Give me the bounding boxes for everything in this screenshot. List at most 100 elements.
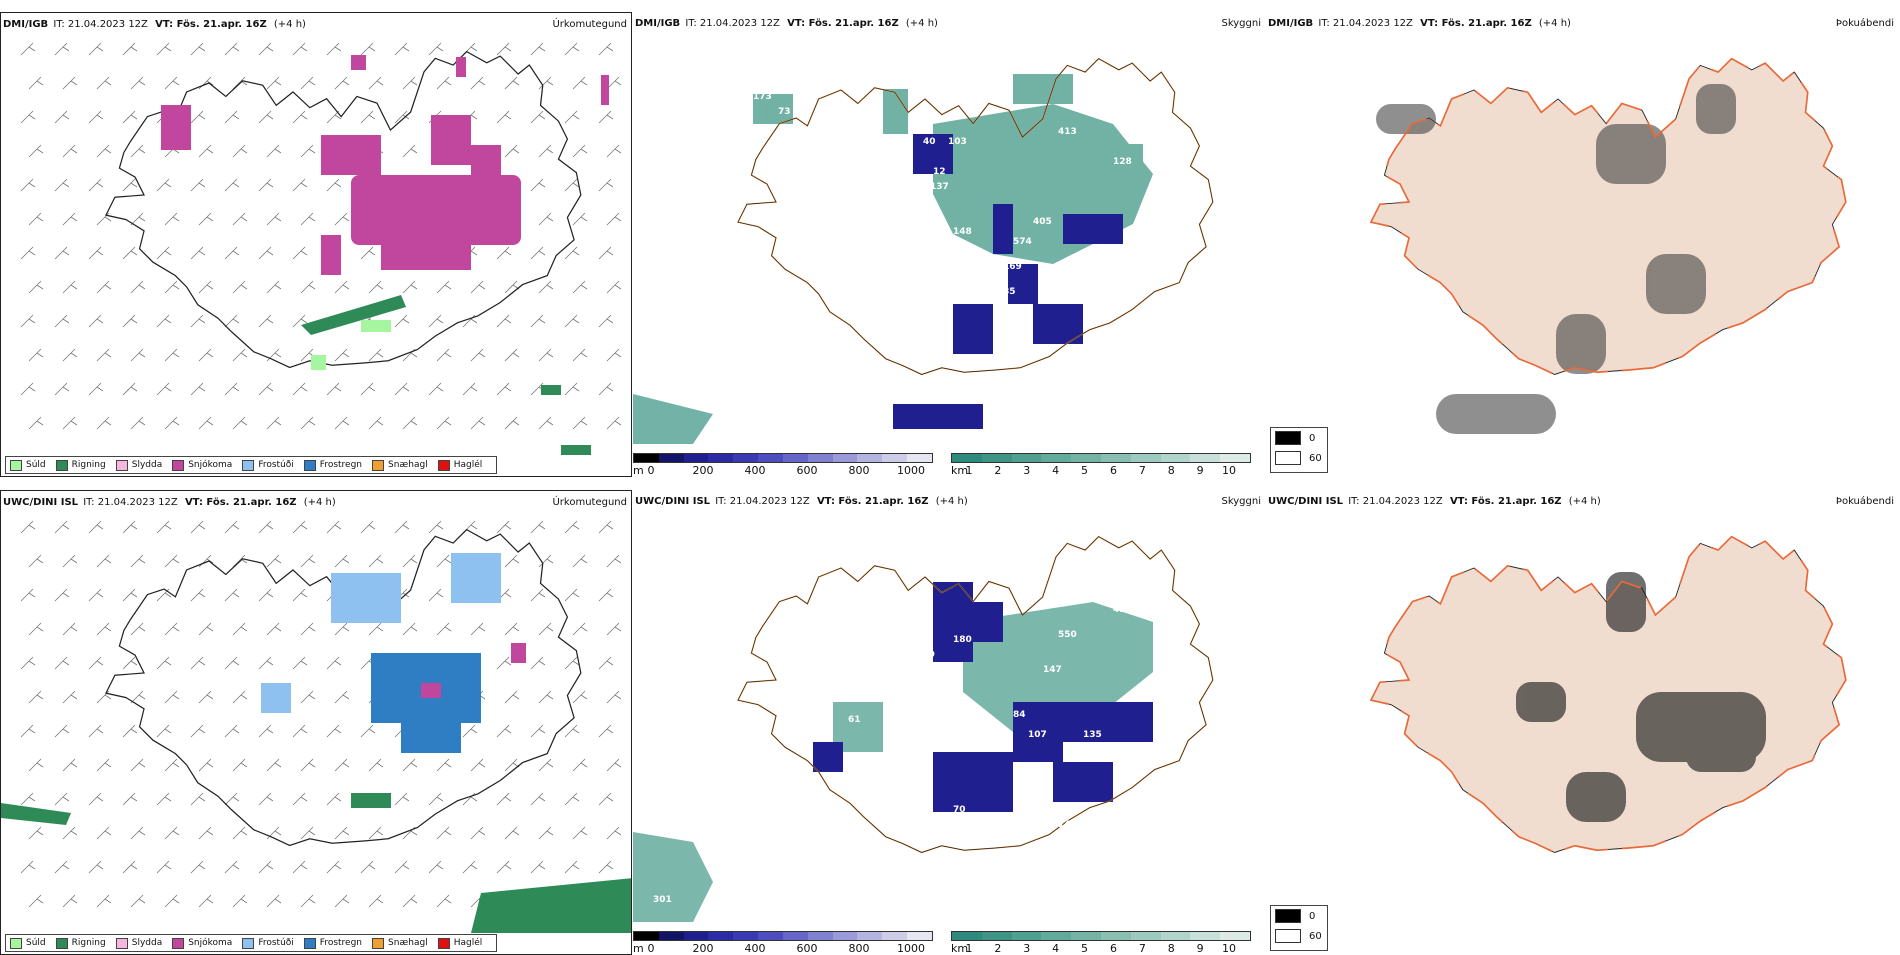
scale-color-step [1011,932,1042,940]
wind-barb [300,622,316,636]
legend-label: Rigning [71,460,106,470]
wind-barb [394,382,410,396]
visibility-scale-km: km 1 2 3 4 5 6 7 8 9 10 [951,453,1251,477]
legend-swatch [303,937,316,949]
visibility-cell-label: 152 [1063,267,1082,277]
wind-barb [232,758,248,772]
wind-barb [20,588,36,602]
wind-barb [470,76,486,90]
wind-barb [224,860,240,874]
scale-color-step [1160,454,1191,462]
init-time: IT: 21.04.2023 12Z [685,18,780,29]
wind-barb [224,656,240,670]
wind-barb [572,280,588,294]
wind-barb [28,280,44,294]
wind-barb [572,212,588,226]
legend-swatch [372,459,385,471]
wind-barb [326,724,342,738]
wind-barb [190,520,206,534]
wind-barb [436,554,452,568]
wind-barb [334,622,350,636]
wind-barb [190,110,206,124]
visibility-cell-label: 128 [1113,157,1132,167]
wind-barb [564,724,580,738]
wind-barb [360,520,376,534]
scale-tick-label: 200 [692,464,714,477]
wind-barb [368,76,384,90]
wind-barb [28,690,44,704]
wind-barb [564,520,580,534]
wind-barb [54,520,70,534]
wind-barb [156,792,172,806]
wind-barb [326,110,342,124]
wind-barb [96,758,112,772]
wind-barb [538,826,554,840]
scale-color-step [1071,454,1101,462]
wind-barb [232,894,248,908]
wind-barb [130,622,146,636]
wind-barb [564,382,580,396]
fog-legend-low: 0 [1309,432,1316,444]
legend-item: Slydda [115,459,162,471]
wind-barb [130,894,146,908]
lead-time: (+4 h) [935,496,968,507]
scale-color-step [882,454,908,462]
wind-barb [156,724,172,738]
wind-barb [62,622,78,636]
wind-barb [28,76,44,90]
wind-barb [504,280,520,294]
wind-barb [224,724,240,738]
wind-barb [360,110,376,124]
wind-barb [402,280,418,294]
legend-label: Súld [26,460,46,470]
scale-tick-label: 2 [994,464,1002,477]
wind-barb [130,416,146,430]
legend-label: Súld [26,938,46,948]
panel-title: Þokuábendi [1835,18,1894,29]
scale-tick-label: 800 [848,942,870,955]
visibility-cell-label: 84 [1013,710,1026,720]
scale-tick-label: 3 [1023,464,1031,477]
wind-barb [54,314,70,328]
wind-barb [606,416,622,430]
wind-barb [122,588,138,602]
scale-color-step [634,454,659,462]
lead-time: (+4 h) [1568,496,1601,507]
wind-barb [28,554,44,568]
wind-barb [428,520,444,534]
wind-barb [470,758,486,772]
wind-barb [266,416,282,430]
wind-barb [368,894,384,908]
scale-color-step [807,454,833,462]
wind-barb [198,894,214,908]
wind-barb [258,792,274,806]
visibility-cell-label: 31 [693,207,706,217]
fog-legend-high: 60 [1309,452,1322,464]
wind-barb [326,656,342,670]
wind-barb [198,416,214,430]
scale-unit: m [633,464,644,477]
wind-barb [470,280,486,294]
wind-barb [402,894,418,908]
wind-barb [122,382,138,396]
scale-color-step [683,932,709,940]
scale-color-step [832,932,858,940]
wind-barb [326,520,342,534]
wind-barb [598,42,614,56]
wind-barb [20,656,36,670]
scale-color-step [1041,932,1072,940]
wind-barb [360,724,376,738]
wind-barb [530,42,546,56]
scale-color-step [708,454,734,462]
scale-tick-label: 5 [1081,942,1089,955]
wind-barb [62,690,78,704]
wind-barb [598,656,614,670]
wind-barb [164,758,180,772]
scale-color-step [733,454,759,462]
wind-barb [598,382,614,396]
wind-barb [496,792,512,806]
legend-swatch [242,459,255,471]
wind-barb [598,588,614,602]
wind-barb [164,212,180,226]
wind-barb [598,246,614,260]
